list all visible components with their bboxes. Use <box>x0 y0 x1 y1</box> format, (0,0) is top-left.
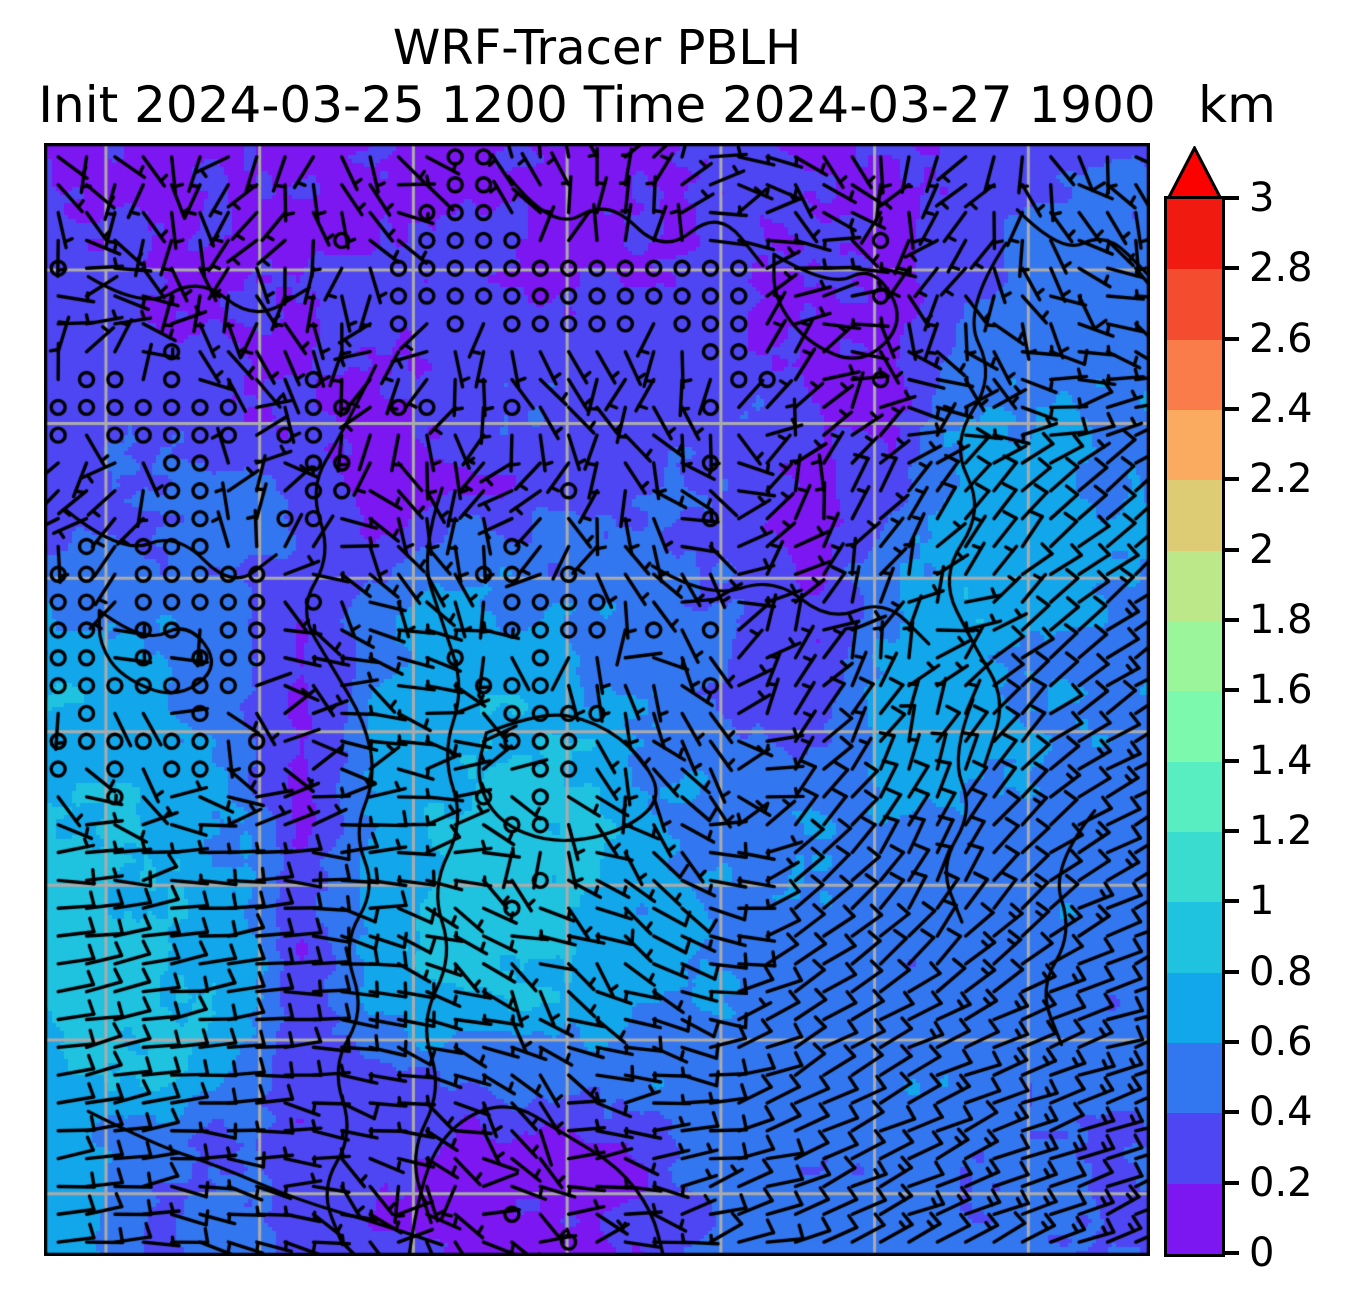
colorbar-tick-label: 0.6 <box>1249 1019 1313 1065</box>
colorbar-tick-label: 2 <box>1249 526 1275 573</box>
colorbar-tick <box>1225 407 1239 411</box>
colorbar-segment <box>1167 269 1222 340</box>
colorbar-tick-label: 2.4 <box>1249 386 1313 432</box>
colorbar-segment <box>1167 620 1222 692</box>
colorbar-segment <box>1167 339 1222 410</box>
chart-title: WRF-Tracer PBLH <box>392 20 802 76</box>
colorbar-extend-arrow <box>1167 146 1222 200</box>
colorbar-tick-label: 1.8 <box>1249 597 1313 643</box>
colorbar-segment <box>1167 1113 1222 1184</box>
colorbar-tick <box>1225 477 1239 482</box>
colorbar-tick-label: 0.4 <box>1249 1089 1313 1136</box>
colorbar-segment <box>1167 1042 1222 1114</box>
colorbar-tick-label: 2.8 <box>1249 245 1313 292</box>
colorbar-tick <box>1225 969 1239 974</box>
colorbar-extend-arrow-shape <box>1167 146 1222 200</box>
colorbar-tick <box>1225 829 1239 833</box>
colorbar-segment <box>1167 409 1222 481</box>
colorbar-tick <box>1225 758 1239 763</box>
colorbar-tick <box>1225 196 1239 200</box>
colorbar-tick <box>1225 1110 1239 1115</box>
colorbar-segment <box>1167 691 1222 762</box>
colorbar-segment <box>1167 480 1222 551</box>
pblh-map-canvas <box>44 143 1150 1256</box>
colorbar-segment <box>1167 831 1222 903</box>
colorbar-tick <box>1225 1251 1239 1255</box>
colorbar-segment <box>1167 972 1222 1043</box>
colorbar-segment <box>1167 902 1222 973</box>
colorbar-tick <box>1225 1040 1239 1044</box>
colorbar-tick-label: 1.4 <box>1249 737 1313 784</box>
colorbar-tick-label: 2.2 <box>1249 456 1313 503</box>
colorbar-tick-label: 0 <box>1249 1230 1275 1276</box>
colorbar-tick-label: 1 <box>1249 878 1275 925</box>
chart-subtitle: Init 2024-03-25 1200 Time 2024-03-27 190… <box>38 76 1156 134</box>
colorbar: 0 0.2 0.4 0.6 0.8 1 1.2 1.4 1.6 1.8 2 2.2 2.4 2.6 2.8 3 <box>1164 146 1347 1311</box>
colorbar-gradient <box>1164 196 1225 1257</box>
colorbar-tick-label: 1.2 <box>1249 808 1313 854</box>
colorbar-segment <box>1167 199 1222 270</box>
colorbar-tick-label: 3 <box>1249 175 1275 221</box>
colorbar-tick-label: 1.6 <box>1249 667 1313 714</box>
colorbar-tick <box>1225 899 1239 904</box>
colorbar-segment <box>1167 550 1222 621</box>
colorbar-segment <box>1167 1183 1222 1254</box>
colorbar-tick <box>1225 336 1239 341</box>
colorbar-tick-label: 0.8 <box>1249 948 1313 995</box>
colorbar-segment <box>1167 761 1222 832</box>
colorbar-tick <box>1225 266 1239 271</box>
colorbar-tick-label: 0.2 <box>1249 1159 1313 1206</box>
colorbar-tick <box>1225 618 1239 622</box>
colorbar-tick-label: 2.6 <box>1249 315 1313 362</box>
colorbar-tick <box>1225 547 1239 552</box>
colorbar-tick <box>1225 1180 1239 1185</box>
colorbar-units-label: km <box>1198 76 1276 134</box>
colorbar-tick <box>1225 688 1239 693</box>
